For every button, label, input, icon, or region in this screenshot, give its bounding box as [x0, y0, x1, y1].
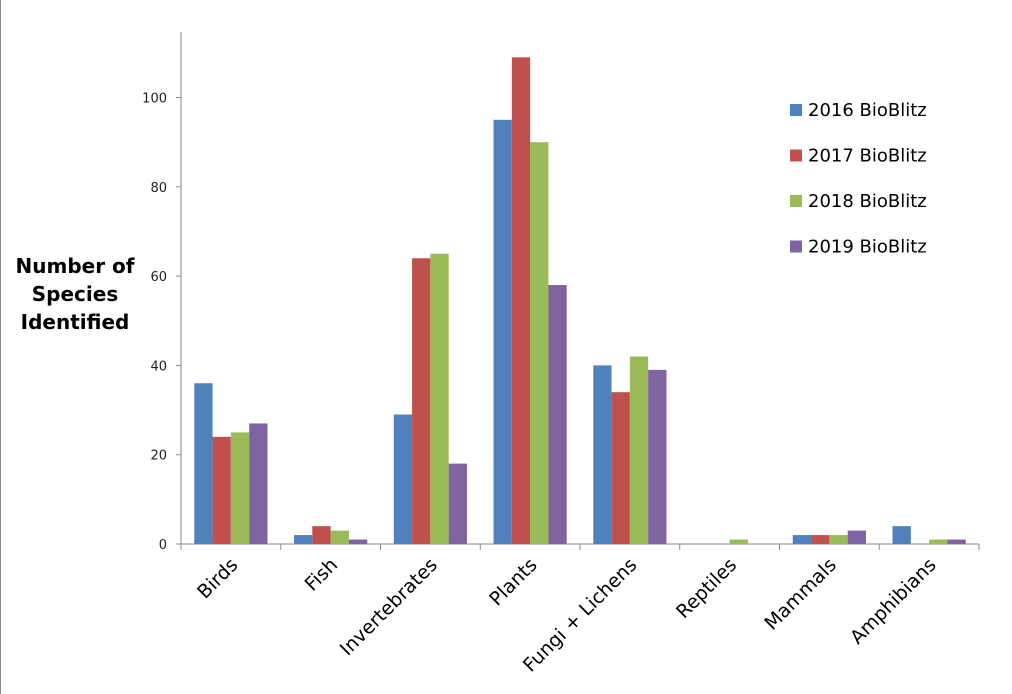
- y-tick-label: 100: [142, 92, 167, 107]
- bar: [348, 539, 368, 544]
- legend-label: 2017 BioBlitz: [808, 146, 927, 167]
- x-category-label: Mammals: [760, 554, 841, 635]
- bar: [294, 535, 313, 544]
- bar: [330, 530, 349, 544]
- bar: [611, 392, 630, 544]
- y-tick-label: 60: [150, 270, 167, 285]
- bar: [194, 383, 213, 544]
- bar: [729, 539, 748, 544]
- bar: [249, 423, 268, 544]
- y-axis-title-line-2: Species: [31, 282, 119, 306]
- bar: [892, 526, 911, 544]
- bar: [847, 530, 866, 544]
- legend-label: 2016 BioBlitz: [808, 100, 927, 121]
- y-tick-label: 80: [150, 181, 167, 196]
- y-tick-label: 0: [159, 538, 167, 553]
- y-axis-title-line-3: Identified: [20, 310, 130, 334]
- bar: [811, 535, 830, 544]
- bar: [393, 414, 413, 544]
- bar: [593, 365, 612, 544]
- legend-label: 2019 BioBlitz: [808, 237, 927, 258]
- bar: [511, 57, 531, 544]
- legend: 2016 BioBlitz 2017 BioBlitz 2018 BioBlitz 2…: [790, 100, 927, 258]
- x-category-label: Invertebrates: [336, 554, 442, 660]
- bar: [312, 526, 331, 544]
- legend-label: 2018 BioBlitz: [808, 191, 927, 212]
- x-category-label: Amphibians: [846, 554, 941, 649]
- bar: [230, 432, 250, 544]
- x-category-label: Birds: [193, 554, 242, 603]
- y-tick-label: 40: [150, 359, 167, 374]
- bar: [412, 258, 431, 544]
- legend-swatch: [790, 149, 802, 162]
- x-category-label: Reptiles: [672, 554, 741, 623]
- bar: [629, 356, 649, 544]
- bar: [493, 119, 512, 544]
- legend-swatch: [790, 104, 802, 116]
- x-category-label: Fish: [301, 554, 343, 596]
- bar: [212, 436, 231, 544]
- bar: [792, 535, 812, 544]
- bar: [829, 535, 848, 544]
- frame-left-border: [0, 0, 1, 694]
- y-axis-title: Number of Species Identified: [4, 252, 146, 336]
- bar: [430, 253, 449, 544]
- bar: [530, 142, 549, 544]
- legend-swatch: [790, 240, 802, 253]
- y-axis-title-line-1: Number of: [15, 254, 135, 278]
- bar: [548, 285, 567, 544]
- legend-swatch: [790, 195, 802, 207]
- bar: [947, 539, 966, 544]
- y-tick-label: 20: [150, 449, 167, 464]
- x-category-label: Plants: [485, 554, 541, 610]
- bar: [648, 369, 667, 544]
- bar: [929, 539, 948, 544]
- bar: [448, 463, 467, 544]
